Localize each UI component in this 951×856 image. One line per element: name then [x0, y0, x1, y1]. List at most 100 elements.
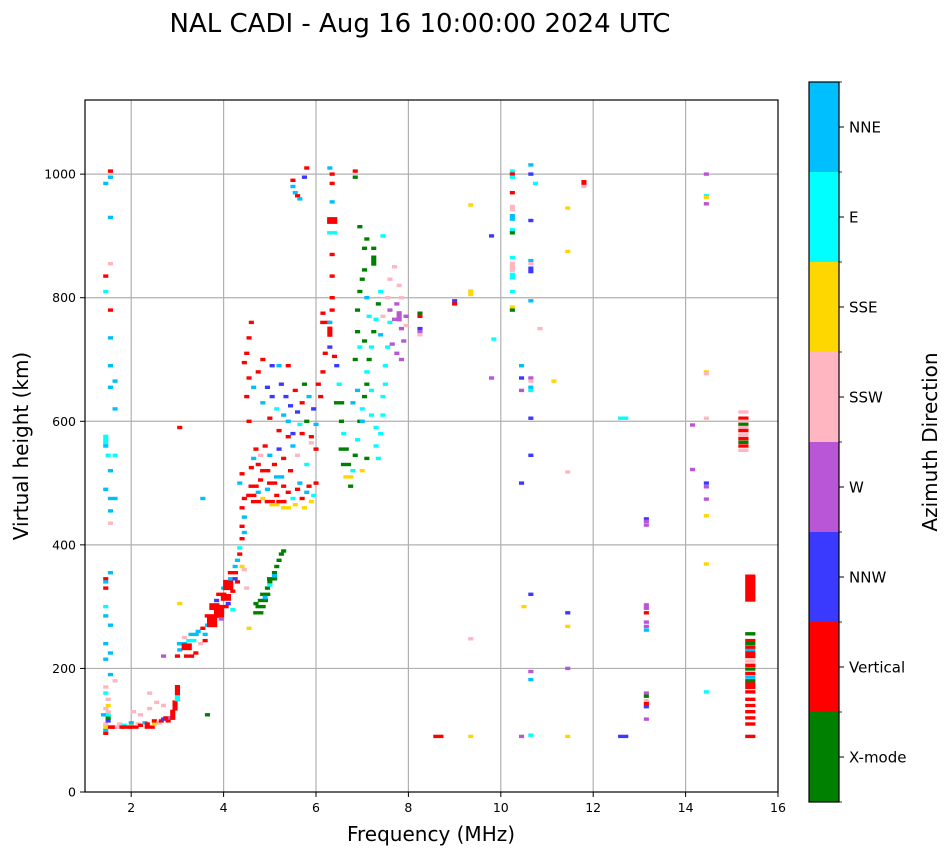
colorbar-label-w: W [849, 479, 864, 497]
echo-cell-vertical [299, 496, 305, 501]
echo-cell-nne [100, 713, 106, 717]
echo-cell-vertical [202, 638, 208, 643]
echo-cell-x-mode [745, 642, 756, 646]
echo-cell-w [417, 330, 423, 334]
echo-cell-e [382, 364, 388, 368]
echo-cell-e [373, 444, 379, 448]
echo-cell-x-mode [204, 713, 210, 717]
echo-cell-vertical [260, 469, 271, 473]
echo-cell-x-mode [276, 558, 282, 562]
echo-cell-vertical [107, 169, 113, 173]
echo-cell-nnw [528, 266, 534, 274]
echo-cell-nnw [528, 592, 534, 596]
echo-cell-sse [703, 370, 709, 374]
echo-cell-vertical [745, 682, 756, 690]
echo-cell-nne [297, 481, 303, 485]
echo-cell-sse [359, 469, 365, 473]
echo-cell-nnw [264, 385, 270, 389]
echo-cell-sse [509, 305, 515, 309]
echo-cell-vertical [253, 447, 259, 451]
echo-cell-e [237, 546, 243, 550]
echo-cell-vertical [738, 428, 749, 433]
echo-cell-ssw [403, 323, 409, 328]
echo-cell-vertical [320, 311, 326, 315]
echo-cell-x-mode [255, 604, 266, 609]
echo-cell-e [368, 413, 374, 417]
echo-cell-vertical [204, 614, 215, 618]
echo-cell-nne [107, 336, 113, 340]
y-tick-label: 1000 [44, 167, 76, 182]
echo-cell-vertical [738, 416, 749, 420]
echo-cell-sse [151, 722, 157, 726]
echo-cell-vertical [290, 178, 296, 182]
echo-cell-vertical [417, 314, 423, 318]
echo-cell-sse [280, 506, 292, 510]
echo-cell-vertical [313, 481, 319, 485]
echo-cell-vertical [285, 364, 291, 368]
echo-cell-ssw [107, 262, 113, 266]
echo-cell-sse [177, 601, 183, 606]
echo-cell-e [528, 733, 534, 737]
echo-cell-vertical [329, 172, 335, 176]
echo-cell-w [401, 339, 407, 343]
echo-cell-e [103, 289, 109, 294]
echo-cell-nne [107, 469, 113, 473]
echo-cell-e [341, 431, 347, 436]
echo-cell-sse [565, 206, 571, 210]
echo-cell-nne [355, 388, 361, 393]
echo-cell-vertical [241, 496, 247, 501]
echo-cell-x-mode [357, 289, 363, 294]
echo-cell-vertical [745, 638, 756, 643]
echo-cell-vertical [452, 302, 458, 306]
echo-cell-e [357, 345, 363, 349]
echo-cell-vertical [144, 725, 155, 729]
echo-cell-nnw [643, 517, 649, 521]
echo-cell-nne [359, 419, 365, 423]
echo-cell-x-mode [745, 632, 756, 636]
echo-cell-sse [703, 514, 709, 518]
echo-cell-x-mode [304, 419, 310, 423]
echo-cell-vertical [276, 499, 287, 504]
echo-cell-e [368, 388, 374, 393]
echo-cell-nne [262, 595, 268, 600]
echo-cell-nne [103, 728, 109, 732]
echo-cell-vertical [209, 603, 220, 610]
echo-cell-vertical [237, 552, 243, 556]
echo-cell-vertical [103, 577, 109, 581]
echo-cell-sse [343, 475, 354, 479]
echo-cell-vertical [174, 685, 180, 696]
echo-cell-vertical [177, 425, 183, 430]
echo-cell-e [105, 453, 111, 457]
echo-cell-nne [327, 166, 333, 170]
y-tick-label: 400 [52, 537, 76, 552]
echo-cell-nne [260, 401, 266, 405]
echo-cell-nne [509, 214, 515, 221]
echo-cell-nne [200, 496, 206, 501]
echo-cell-ssw [387, 277, 393, 281]
echo-cell-sse [246, 626, 252, 630]
echo-cell-vertical [230, 589, 236, 593]
echo-cell-x-mode [264, 586, 270, 590]
echo-cell-nne [255, 490, 261, 494]
echo-cell-nne [378, 333, 384, 337]
echo-cell-ssw [198, 642, 204, 646]
echo-cell-e [375, 456, 381, 461]
echo-cell-vertical [288, 469, 294, 473]
echo-cell-ssw [181, 635, 187, 640]
echo-cell-vertical [331, 354, 337, 359]
echo-cell-w [565, 666, 571, 671]
echo-cell-nne [234, 558, 240, 562]
echo-cell-x-mode [364, 456, 370, 461]
echo-cell-nne [290, 444, 296, 448]
x-axis-label: Frequency (MHz) [347, 822, 515, 846]
echo-cell-vertical [255, 370, 261, 374]
echo-cell-nne [264, 487, 270, 491]
echo-cell-nne [297, 197, 303, 201]
echo-cell-sse [468, 289, 474, 297]
echo-cell-vertical [193, 651, 199, 655]
echo-cell-nne [292, 191, 298, 195]
echo-cell-vertical [745, 697, 756, 701]
echo-cell-vertical [158, 719, 164, 723]
echo-cell-vertical [260, 357, 266, 362]
